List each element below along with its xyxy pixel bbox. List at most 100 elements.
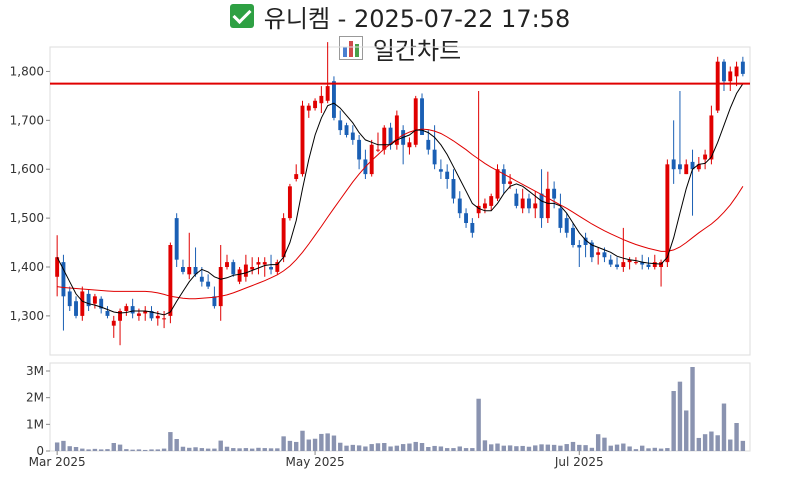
candle-body: [313, 100, 318, 109]
candle-body: [319, 95, 324, 104]
candle-body: [734, 66, 739, 77]
volume-bar: [237, 448, 242, 451]
volume-bar: [514, 446, 519, 451]
volume-bar: [551, 444, 557, 451]
candle-body: [92, 296, 97, 304]
volume-bar: [180, 446, 186, 451]
chart-title-row: 유니켐 - 2025-07-22 17:58: [0, 0, 800, 33]
candle-body: [514, 193, 519, 206]
candle-body: [306, 105, 311, 111]
bar-chart-icon: [338, 36, 363, 60]
volume-bar: [539, 444, 544, 451]
candle-body: [596, 252, 601, 255]
candle-body: [482, 203, 487, 209]
volume-bar: [507, 445, 513, 451]
candle-body: [677, 164, 682, 170]
candle-body: [243, 264, 248, 277]
candle-body: [583, 237, 588, 245]
candle-body: [136, 313, 141, 316]
volume-bar: [293, 441, 299, 451]
candle-body: [174, 218, 179, 260]
candle-body: [294, 174, 299, 179]
candle-body: [61, 262, 66, 297]
volume-bar: [338, 442, 343, 451]
candle-body: [489, 196, 494, 206]
candle-body: [300, 105, 305, 175]
volume-y-tick-label: 2M: [26, 391, 44, 405]
candle-body: [149, 311, 154, 319]
volume-panel-frame: [49, 362, 751, 452]
volume-bar: [249, 448, 255, 451]
volume-bar: [61, 440, 66, 451]
candle-body: [225, 262, 229, 267]
volume-bar: [570, 441, 576, 451]
chart-title: 유니켐 - 2025-07-22 17:58: [263, 4, 571, 33]
volume-bar: [533, 445, 538, 451]
volume-bar: [734, 423, 739, 451]
volume-bar: [306, 439, 311, 451]
candle-body: [451, 179, 456, 199]
candle-body: [703, 154, 708, 160]
candle-body: [652, 262, 657, 267]
volume-bar: [608, 445, 613, 451]
volume-y-tick-label: 3M: [26, 364, 44, 378]
volume-bar: [243, 448, 249, 451]
volume-bar: [312, 438, 318, 451]
volume-bar: [595, 434, 601, 451]
candle-body: [67, 291, 72, 307]
candle-body: [250, 267, 255, 270]
candle-body: [199, 276, 204, 282]
candle-body: [401, 130, 406, 145]
price-candles: [55, 42, 745, 346]
volume-bar: [728, 439, 733, 451]
candle-body: [571, 227, 575, 245]
volume-bar: [54, 442, 60, 451]
candle-body: [671, 159, 676, 170]
volume-bar: [382, 443, 387, 451]
price-y-tick-label: 1,500: [10, 211, 44, 225]
candle-body: [262, 262, 267, 265]
volume-bar: [426, 447, 431, 451]
volume-bar: [684, 410, 689, 451]
candle-body: [445, 171, 450, 179]
volume-y-axis: 0 1M 2M 3M: [26, 364, 50, 458]
check-mark-icon: [229, 4, 254, 28]
chart-subtitle: 일간차트: [372, 36, 462, 65]
candle-body: [99, 298, 104, 309]
candle-body: [501, 169, 506, 184]
volume-bar: [67, 446, 72, 451]
volume-bar: [646, 448, 651, 451]
candle-body: [80, 291, 85, 316]
volume-bar: [287, 440, 293, 451]
volume-bar: [444, 448, 450, 451]
candle-body: [495, 169, 500, 199]
candle-body: [350, 132, 355, 140]
volume-bar: [199, 448, 205, 451]
price-y-tick-label: 1,300: [10, 309, 44, 323]
volume-bar: [495, 443, 500, 451]
candle-body: [269, 267, 273, 270]
volume-bar: [388, 446, 393, 451]
candle-body: [577, 245, 582, 248]
volume-bar: [300, 430, 305, 451]
candle-body: [659, 262, 664, 267]
chart-subtitle-row: 일간차트: [0, 32, 800, 65]
candle-body: [646, 264, 651, 267]
candle-body: [187, 267, 192, 275]
candle-body: [344, 125, 349, 135]
volume-bar: [564, 444, 569, 451]
volume-y-tick-label: 0: [36, 444, 44, 458]
candle-body: [193, 267, 198, 275]
volume-bar: [375, 443, 381, 451]
volume-bars: [54, 367, 746, 451]
candle-body: [55, 257, 60, 277]
volume-bar: [143, 449, 148, 451]
volume-bar: [558, 445, 563, 451]
volume-bar: [696, 437, 702, 451]
candle-body: [709, 115, 714, 160]
candle-body: [363, 159, 368, 175]
volume-bar: [256, 447, 261, 451]
moving-average-long: [57, 128, 744, 300]
volume-bar: [413, 441, 418, 451]
